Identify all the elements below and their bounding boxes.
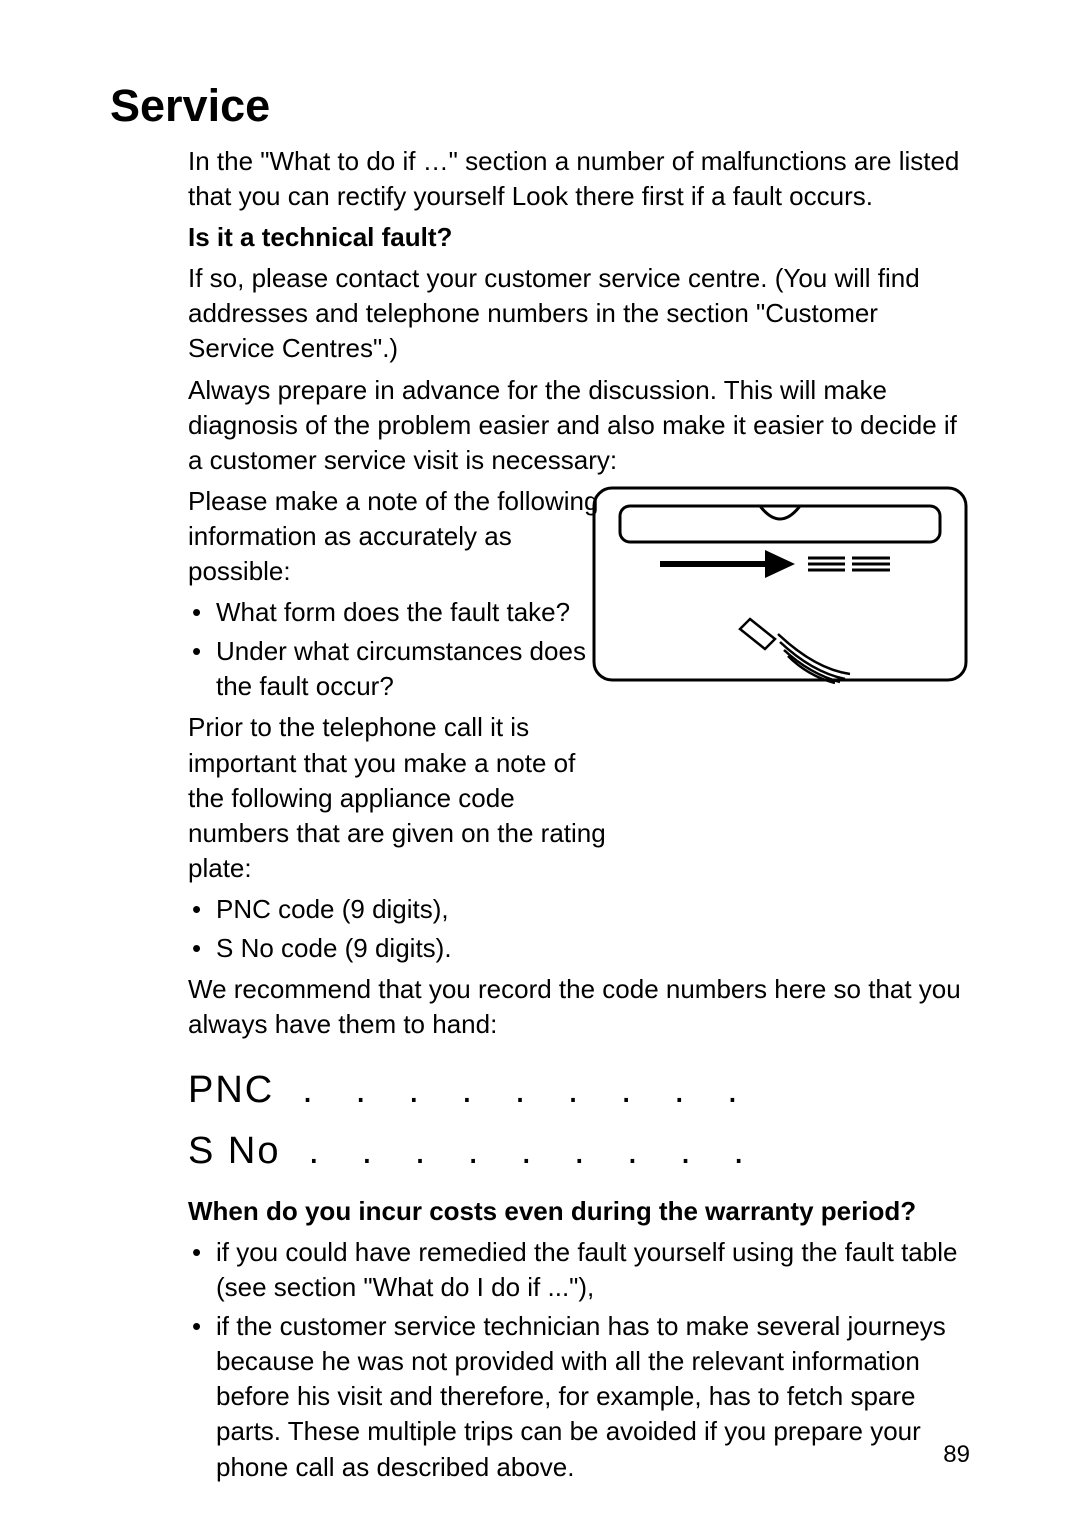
- sno-row: S No . . . . . . . . .: [188, 1121, 970, 1182]
- cost-items-list: if you could have remedied the fault you…: [188, 1235, 970, 1485]
- pnc-row: PNC . . . . . . . . .: [188, 1060, 970, 1121]
- body-column: In the "What to do if …" section a numbe…: [188, 144, 970, 1485]
- sno-label: S No: [188, 1121, 280, 1182]
- paragraph-note-info: Please make a note of the following info…: [188, 484, 608, 589]
- list-item: PNC code (9 digits),: [188, 892, 970, 927]
- subhead-costs: When do you incur costs even during the …: [188, 1194, 970, 1229]
- paragraph-record-codes: We recommend that you record the code nu…: [188, 972, 970, 1042]
- code-fill-block: PNC . . . . . . . . . S No . . . . . . .…: [188, 1060, 970, 1182]
- paragraph-prepare: Always prepare in advance for the discus…: [188, 373, 970, 478]
- pnc-dots: . . . . . . . . .: [302, 1060, 753, 1121]
- list-item: if the customer service technician has t…: [188, 1309, 970, 1484]
- page-number: 89: [943, 1441, 970, 1469]
- fault-questions-list: What form does the fault take? Under wha…: [188, 595, 608, 704]
- list-item: Under what circumstances does the fault …: [188, 634, 608, 704]
- wrap-text: Please make a note of the following info…: [188, 484, 608, 886]
- manual-page: Service In the "What to do if …" section…: [0, 0, 1080, 1529]
- subhead-technical-fault: Is it a technical fault?: [188, 220, 970, 255]
- list-item: S No code (9 digits).: [188, 931, 970, 966]
- rating-plate-diagram: [590, 484, 970, 684]
- paragraph-contact: If so, please contact your customer serv…: [188, 261, 970, 366]
- paragraph-rating-plate: Prior to the telephone call it is import…: [188, 710, 608, 885]
- page-title: Service: [110, 80, 970, 132]
- code-items-list: PNC code (9 digits), S No code (9 digits…: [188, 892, 970, 966]
- wrap-block: Please make a note of the following info…: [188, 484, 970, 886]
- sno-dots: . . . . . . . . .: [308, 1121, 759, 1182]
- list-item: What form does the fault take?: [188, 595, 608, 630]
- intro-paragraph: In the "What to do if …" section a numbe…: [188, 144, 970, 214]
- pnc-label: PNC: [188, 1060, 274, 1121]
- list-item: if you could have remedied the fault you…: [188, 1235, 970, 1305]
